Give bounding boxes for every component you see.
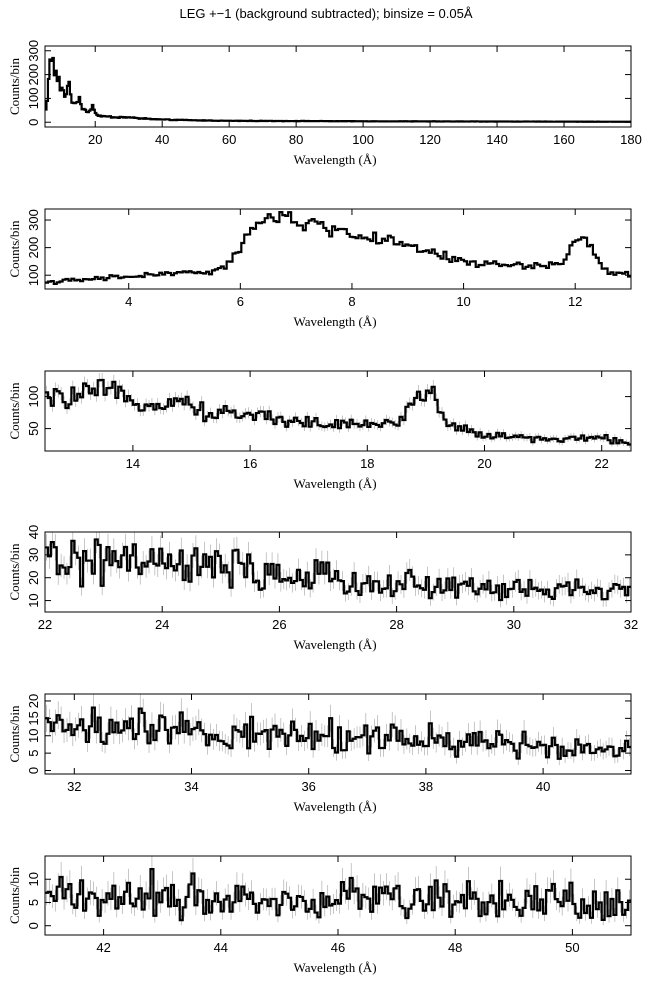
- x-tick-label: 100: [352, 132, 374, 147]
- x-tick-label: 50: [565, 940, 579, 955]
- y-tick-label: 50: [26, 421, 41, 435]
- x-tick-label: 18: [360, 456, 374, 471]
- plot-frame: [44, 531, 632, 613]
- y-tick-label: 15: [26, 711, 41, 725]
- plot-frame: [44, 855, 632, 936]
- x-tick-label: 22: [594, 456, 608, 471]
- plot-area: [45, 694, 631, 766]
- x-tick-label: 28: [389, 617, 403, 632]
- y-axis-label: Counts/bin: [7, 543, 22, 601]
- plot-frame: [44, 693, 632, 775]
- y-tick-label: 100: [26, 386, 41, 408]
- spectrum-line: [45, 56, 631, 123]
- x-tick-label: 46: [331, 940, 345, 955]
- plot-area: [45, 372, 631, 448]
- y-tick-label: 200: [26, 64, 41, 86]
- x-tick-label: 120: [419, 132, 441, 147]
- y-tick-label: 100: [26, 264, 41, 286]
- x-tick-label: 30: [507, 617, 521, 632]
- y-tick-label: 10: [26, 593, 41, 607]
- x-tick-label: 20: [88, 132, 102, 147]
- plot-area: [45, 211, 631, 285]
- x-axis-label: Wavelength (Å): [293, 637, 376, 652]
- y-axis-label: Counts/bin: [7, 866, 22, 924]
- plot-area: [45, 56, 631, 123]
- x-tick-label: 14: [126, 456, 140, 471]
- y-axis-label: Counts/bin: [7, 57, 22, 115]
- y-axis-label: Counts/bin: [7, 705, 22, 763]
- x-tick-label: 180: [620, 132, 642, 147]
- y-axis-label: Counts/bin: [7, 220, 22, 278]
- x-tick-label: 4: [125, 294, 132, 309]
- y-tick-label: 0: [26, 767, 41, 774]
- y-tick-label: 0: [26, 119, 41, 126]
- y-tick-label: 10: [26, 729, 41, 743]
- x-tick-label: 160: [553, 132, 575, 147]
- x-tick-label: 48: [448, 940, 462, 955]
- x-tick-label: 40: [155, 132, 169, 147]
- y-tick-label: 30: [26, 548, 41, 562]
- x-tick-label: 12: [568, 294, 582, 309]
- x-tick-label: 38: [419, 779, 433, 794]
- chart-panel-3: 14 16 18 20 22 50 100 Wavelength (Å) Counts/bin: [7, 370, 632, 491]
- chart-panel-6: 42 44 46 48 50 0 5 10 Wavelength (Å) Counts/bin: [7, 855, 632, 975]
- y-axis-label: Counts/bin: [7, 382, 22, 440]
- x-tick-label: 32: [624, 617, 638, 632]
- x-tick-label: 42: [96, 940, 110, 955]
- y-tick-label: 5: [26, 899, 41, 906]
- chart-panel-2: 4 6 8 10 12 100 200 300 Wavelength (Å) Counts/bin: [7, 208, 632, 329]
- x-axis-label: Wavelength (Å): [293, 314, 376, 329]
- plot-area: [45, 856, 631, 926]
- y-tick-label: 300: [26, 40, 41, 62]
- y-tick-label: 100: [26, 88, 41, 110]
- x-tick-label: 40: [536, 779, 550, 794]
- x-tick-label: 24: [155, 617, 169, 632]
- x-axis-label: Wavelength (Å): [293, 476, 376, 491]
- spectrum-line: [45, 211, 631, 285]
- x-tick-label: 34: [184, 779, 198, 794]
- x-tick-label: 26: [272, 617, 286, 632]
- y-tick-label: 20: [26, 570, 41, 584]
- x-axis-label: Wavelength (Å): [293, 799, 376, 814]
- chart-panel-5: 32 34 36 38 40 0 5 10 15 20 Wavelength (Å) Counts/b…: [7, 693, 632, 814]
- x-tick-label: 44: [214, 940, 228, 955]
- x-tick-label: 8: [348, 294, 355, 309]
- x-tick-label: 22: [38, 617, 52, 632]
- x-tick-label: 140: [486, 132, 508, 147]
- x-tick-label: 6: [237, 294, 244, 309]
- y-tick-label: 300: [26, 209, 41, 231]
- spectrum-line: [45, 378, 631, 446]
- chart-panel-4: 22 24 26 28 30 32 10 20 30 40 Wavelength (Å) Counts…: [7, 525, 638, 652]
- y-tick-label: 5: [26, 750, 41, 757]
- plot-frame: [44, 45, 632, 128]
- x-tick-label: 80: [289, 132, 303, 147]
- x-tick-label: 10: [456, 294, 470, 309]
- plot-frame: [44, 208, 632, 290]
- y-tick-label: 0: [26, 922, 41, 929]
- x-tick-label: 16: [243, 456, 257, 471]
- chart-panel-1: 20 40 60 80 100 120 140 160 180 0 100 200 300 Wavelen…: [7, 40, 642, 167]
- spectrum-line: [45, 706, 631, 760]
- x-tick-label: 32: [67, 779, 81, 794]
- plot-area: [45, 532, 631, 608]
- x-axis-label: Wavelength (Å): [293, 152, 376, 167]
- y-tick-label: 200: [26, 237, 41, 259]
- spectrum-line: [45, 538, 631, 602]
- x-tick-label: 36: [301, 779, 315, 794]
- x-axis-label: Wavelength (Å): [293, 960, 376, 975]
- x-tick-label: 60: [222, 132, 236, 147]
- plot-frame: [44, 370, 632, 452]
- page-title: LEG +−1 (background subtracted); binsize…: [179, 6, 473, 21]
- spectrum-line: [45, 867, 631, 922]
- y-tick-label: 10: [26, 872, 41, 886]
- x-tick-label: 20: [477, 456, 491, 471]
- y-tick-label: 40: [26, 525, 41, 539]
- y-tick-label: 20: [26, 694, 41, 708]
